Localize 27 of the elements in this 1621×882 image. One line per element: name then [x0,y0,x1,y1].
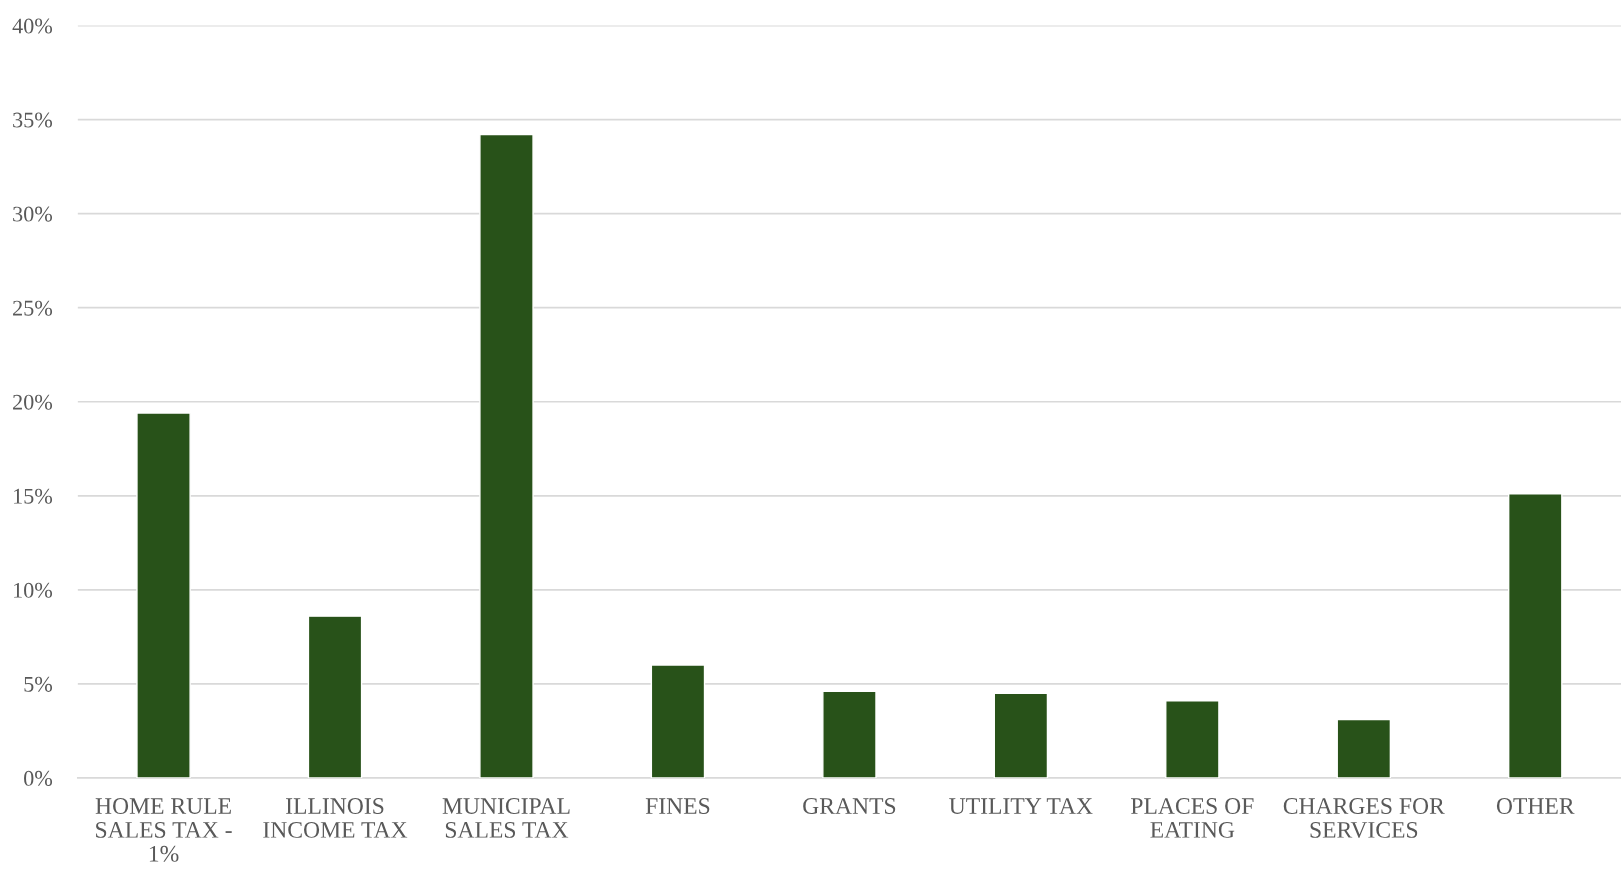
bar [1507,493,1563,778]
x-tick-label: GRANTS [803,798,896,814]
x-tick-label: MUNICIPAL SALES TAX [442,798,570,838]
y-tick-label: 25% [13,300,53,316]
x-tick-label: OTHER [1496,798,1575,814]
y-tick-label: 15% [14,488,53,504]
bar [136,412,191,778]
bar [822,690,877,778]
y-tick-label: 40% [12,18,53,34]
x-tick-label: CHARGES FOR SERVICES [1283,798,1445,838]
y-tick-label: 0% [24,770,53,786]
y-tick-label: 20% [13,394,53,410]
bar [1165,700,1220,778]
bar [993,692,1049,778]
x-tick-label: FINES [645,798,710,814]
x-tick-label: HOME RULE SALES TAX - 1% [95,798,232,862]
bar [307,615,363,778]
bar [479,133,534,778]
y-tick-label: 10% [14,582,53,598]
y-tick-label: 35% [13,112,53,128]
x-tick-label: PLACES OF EATING [1131,798,1254,838]
x-tick-label: ILLINOIS INCOME TAX [263,798,408,838]
y-tick-label: 5% [24,676,53,692]
x-tick-label: UTILITY TAX [949,798,1093,814]
bar [1336,718,1392,778]
y-tick-label: 30% [13,206,53,222]
bar [650,664,706,778]
